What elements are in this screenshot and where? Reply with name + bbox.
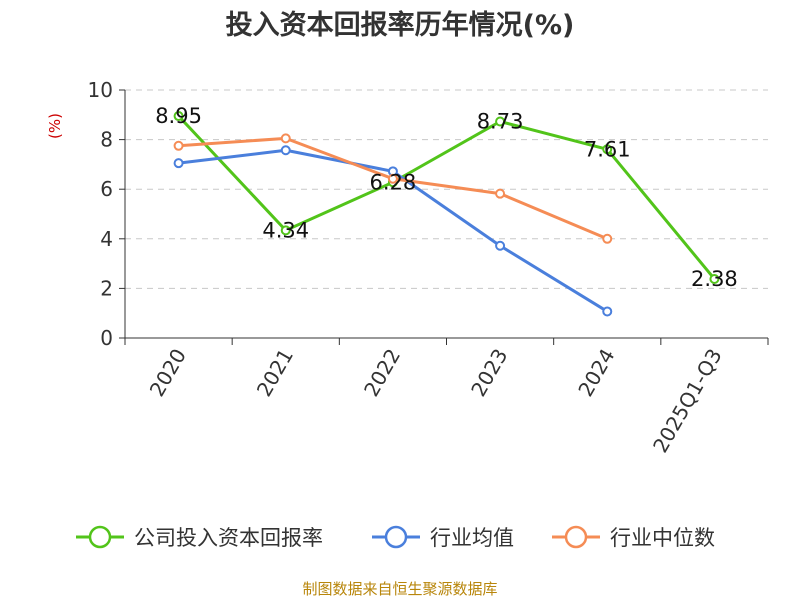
x-tick-label: 2025Q1-Q3 — [648, 345, 727, 457]
data-label: 6.28 — [370, 170, 417, 194]
data-point[interactable] — [709, 273, 720, 284]
x-tick-label: 2023 — [466, 345, 512, 401]
legend-label: 行业中位数 — [610, 526, 715, 550]
data-point[interactable] — [495, 240, 506, 251]
legend-circle-icon — [88, 525, 112, 549]
data-point[interactable] — [387, 173, 398, 184]
legend-circle-icon — [564, 525, 588, 549]
y-tick-label: 4 — [100, 227, 113, 251]
data-label: 8.73 — [477, 109, 524, 133]
legend-item-1[interactable]: 行业均值 — [372, 525, 514, 550]
data-point[interactable] — [173, 111, 184, 122]
legend[interactable]: 公司投入资本回报率 行业均值 行业中位数 — [76, 525, 715, 550]
grid — [125, 89, 768, 289]
y-axis-unit: (%) — [46, 113, 64, 139]
legend-label: 行业均值 — [430, 526, 514, 550]
data-labels: 8.95 4.34 6.28 8.73 7.61 2.38 — [155, 104, 738, 291]
y-tick-label: 2 — [100, 276, 113, 300]
data-point[interactable] — [173, 158, 184, 169]
data-point[interactable] — [280, 225, 291, 236]
data-point[interactable] — [602, 306, 613, 317]
legend-circle-icon — [384, 525, 408, 549]
data-label: 7.61 — [584, 137, 631, 161]
y-tick-label: 6 — [100, 177, 113, 201]
data-point[interactable] — [602, 233, 613, 244]
x-tick-label: 2020 — [145, 345, 191, 401]
data-point[interactable] — [602, 144, 613, 155]
data-label: 4.34 — [262, 218, 309, 242]
series — [173, 111, 720, 317]
source-note: 制图数据来自恒生聚源数据库 — [302, 580, 497, 598]
data-point[interactable] — [495, 116, 506, 127]
data-point[interactable] — [173, 140, 184, 151]
data-point[interactable] — [280, 145, 291, 156]
y-tick-label: 0 — [100, 326, 113, 350]
x-tick-label: 2024 — [573, 345, 619, 401]
data-point[interactable] — [495, 188, 506, 199]
legend-label: 公司投入资本回报率 — [134, 526, 323, 550]
x-tick-label: 2022 — [359, 345, 405, 401]
data-label: 2.38 — [691, 267, 738, 291]
y-tick-label: 8 — [100, 128, 113, 152]
legend-item-0[interactable]: 公司投入资本回报率 — [76, 525, 323, 550]
legend-item-2[interactable]: 行业中位数 — [552, 525, 715, 550]
data-point[interactable] — [280, 133, 291, 144]
x-tick-label: 2021 — [252, 345, 298, 401]
chart-title: 投入资本回报率历年情况(%) — [226, 9, 575, 41]
axes: 0 2 4 6 8 10 2020 2021 2022 2023 2024 2025Q1-Q3 — [88, 78, 769, 457]
data-label: 8.95 — [155, 104, 202, 128]
series-line-0 — [177, 115, 716, 280]
y-tick-label: 10 — [88, 78, 113, 102]
